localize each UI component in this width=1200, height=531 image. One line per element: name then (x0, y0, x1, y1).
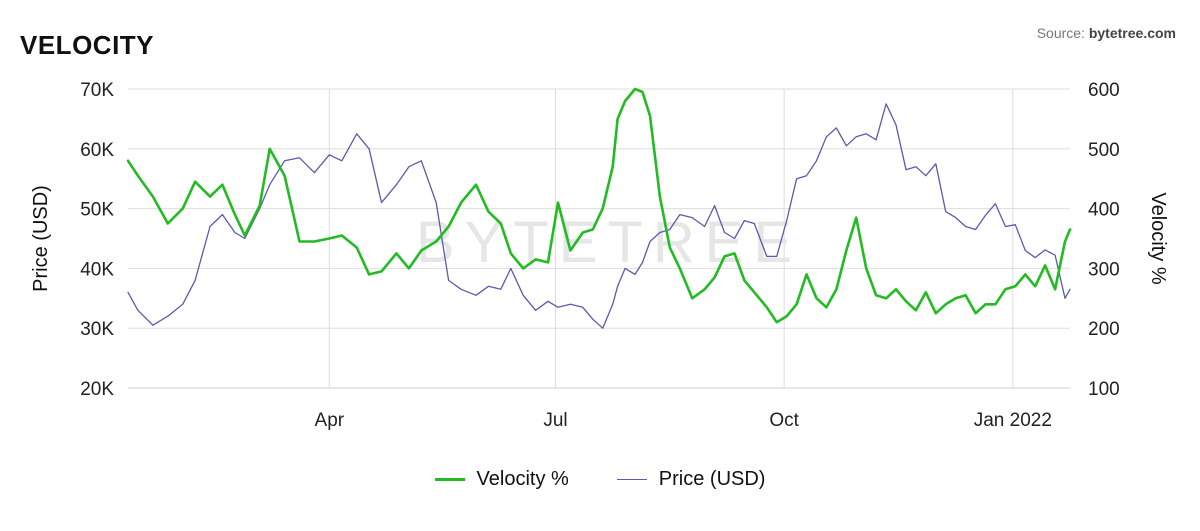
series-line-velocity (126, 87, 1072, 324)
series-line-price (127, 103, 1071, 329)
x-tick-label: Jul (543, 410, 567, 431)
y-left-tick-label: 60K (80, 140, 114, 161)
y-left-axis-title: Price (USD) (30, 185, 52, 292)
y-left-tick-label: 20K (80, 379, 114, 400)
y-right-tick-label: 200 (1088, 319, 1120, 340)
legend-swatch-price (616, 478, 647, 481)
source-brand[interactable]: bytetree.com (1088, 25, 1176, 41)
legend-label-price: Price (USD) (658, 468, 766, 490)
source-label: Source: (1036, 25, 1089, 41)
y-right-tick-label: 300 (1088, 259, 1120, 280)
x-tick-label: Jan 2022 (974, 410, 1052, 431)
y-left-tick-label: 30K (80, 319, 114, 340)
y-right-tick-label: 500 (1088, 140, 1120, 161)
legend-swatch-velocity (434, 478, 465, 481)
legend-item-velocity[interactable]: Velocity % (434, 468, 569, 491)
legend-label-velocity: Velocity % (476, 468, 569, 490)
velocity-chart: 20K 30K 40K 50K 60K 70K 100 200 300 400 500 600 Apr J… (30, 80, 1169, 431)
y-left-tick-label: 50K (80, 200, 114, 221)
watermark-text: BYTETREE (416, 210, 802, 275)
y-right-tick-label: 100 (1088, 379, 1120, 400)
x-tick-label: Apr (315, 410, 345, 431)
chart-legend: Velocity % Price (USD) (0, 468, 1200, 491)
legend-item-price[interactable]: Price (USD) (616, 468, 766, 491)
y-right-axis-title: Velocity % (1147, 192, 1169, 284)
y-right-tick-label: 400 (1088, 200, 1120, 221)
y-right-tick-label: 600 (1088, 80, 1120, 101)
y-left-tick-label: 40K (80, 259, 114, 280)
y-left-tick-label: 70K (80, 80, 114, 101)
x-tick-label: Oct (769, 410, 799, 431)
chart-title: VELOCITY (20, 30, 155, 60)
source-attribution: Source: bytetree.com (1037, 25, 1176, 41)
